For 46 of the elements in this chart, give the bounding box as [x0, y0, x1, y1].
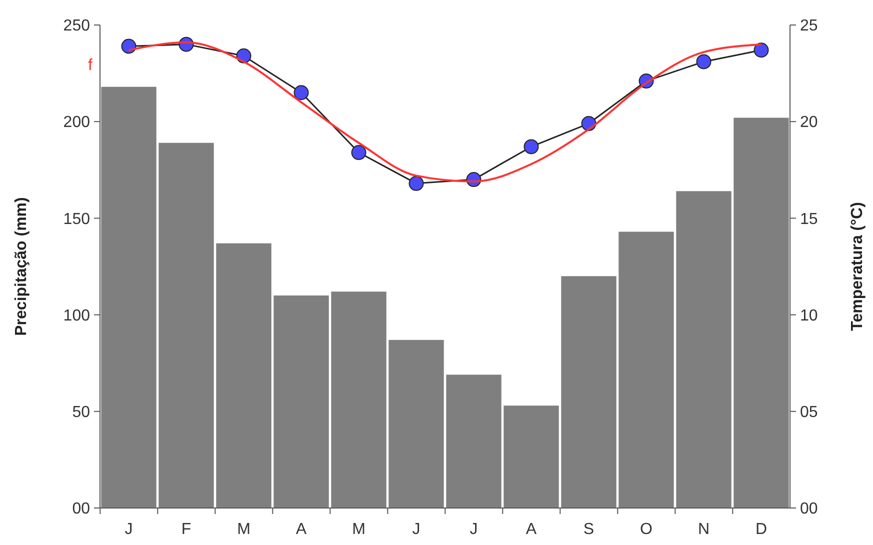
- y-tick-label: 100: [63, 307, 90, 324]
- x-tick-label: M: [352, 521, 366, 538]
- point: [408, 176, 424, 191]
- bar: [331, 292, 386, 508]
- x-tick-label: J: [470, 521, 478, 538]
- bar: [734, 118, 789, 508]
- bar: [618, 232, 674, 508]
- x-tick-label: A: [526, 521, 537, 538]
- x-tick-label: D: [755, 521, 768, 538]
- y-tick-label: 250: [63, 18, 90, 35]
- x-tick-label: J: [124, 521, 133, 538]
- y-tick-label: 50: [72, 404, 90, 421]
- y2-tick-label: 15: [800, 210, 818, 228]
- y-tick-label: 00: [72, 500, 90, 518]
- point: [121, 38, 136, 54]
- bar: [274, 295, 329, 508]
- bar: [504, 406, 559, 508]
- point: [351, 145, 366, 160]
- y2-tick-label: 00: [800, 500, 818, 518]
- y2-tick-label: 25: [800, 18, 818, 35]
- y2-axis-title: Temperatura (°C): [849, 202, 866, 331]
- y2-tick-label: 05: [800, 404, 818, 421]
- y2-tick-label: 10: [800, 307, 818, 324]
- bar: [676, 191, 732, 508]
- bar: [561, 276, 616, 508]
- point: [696, 54, 712, 70]
- x-tick-label: N: [698, 521, 710, 538]
- bar: [101, 86, 156, 508]
- y-axis-title: Precipitação (mm): [13, 197, 30, 336]
- point: [754, 42, 769, 58]
- y2-tick-label: 20: [800, 114, 818, 132]
- x-tick-label: S: [583, 521, 594, 538]
- bar: [158, 142, 214, 508]
- x-tick-label: M: [237, 521, 250, 538]
- bar: [446, 374, 502, 508]
- point: [294, 85, 309, 100]
- x-tick-label: A: [296, 521, 307, 538]
- point: [524, 139, 539, 154]
- bar: [216, 243, 272, 508]
- x-tick-label: O: [640, 521, 652, 538]
- y-tick-label: 200: [63, 114, 90, 132]
- text: f: [88, 57, 93, 74]
- bar: [388, 340, 444, 508]
- y-tick-label: 150: [63, 210, 90, 228]
- x-tick-label: J: [412, 521, 420, 538]
- x-tick-label: F: [181, 521, 192, 538]
